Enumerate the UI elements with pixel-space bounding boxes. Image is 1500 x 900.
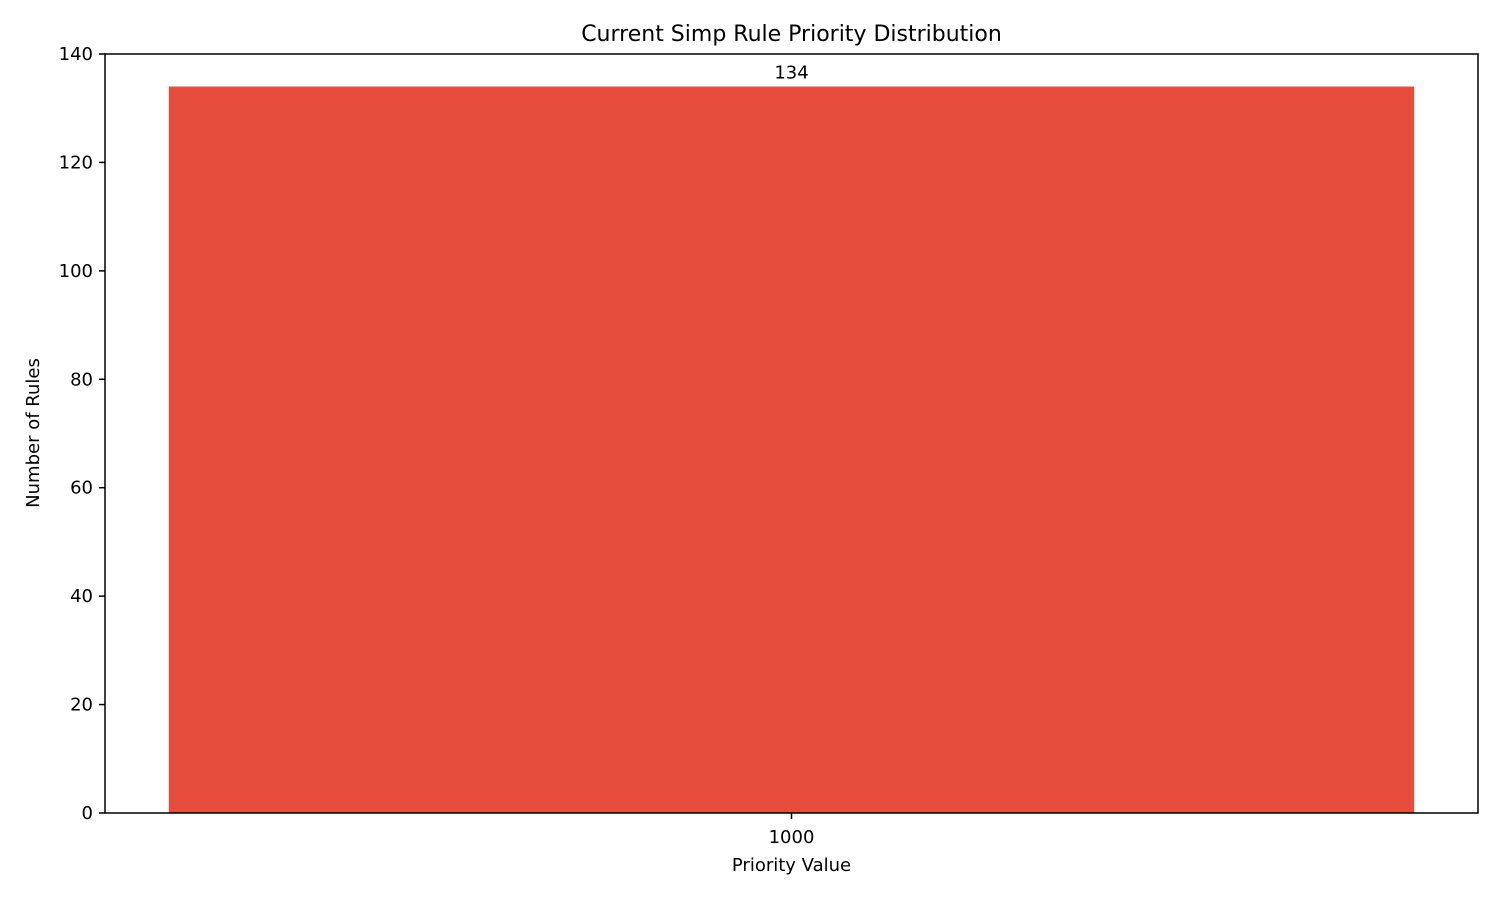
x-tick-label: 1000 xyxy=(769,827,815,848)
chart-title: Current Simp Rule Priority Distribution xyxy=(581,22,1002,47)
y-tick-label: 100 xyxy=(59,261,93,282)
bars xyxy=(168,86,1415,814)
y-axis-label: Number of Rules xyxy=(23,358,44,508)
y-tick-label: 20 xyxy=(70,695,93,716)
y-tick-label: 60 xyxy=(70,478,93,499)
x-axis-label: Priority Value xyxy=(732,855,851,876)
y-tick-label: 40 xyxy=(70,586,93,607)
data-labels: 134 xyxy=(774,63,808,84)
x-axis-ticks: 1000 xyxy=(769,813,815,848)
plot-area-frame xyxy=(104,53,1479,814)
y-axis-ticks: 0 20 40 60 80 100 120 140 xyxy=(59,44,105,824)
bar-value-label: 134 xyxy=(774,63,808,84)
y-tick-label: 120 xyxy=(59,152,93,173)
bar xyxy=(168,86,1415,814)
y-tick-label: 0 xyxy=(82,803,93,824)
y-tick-label: 140 xyxy=(59,44,93,65)
y-tick-label: 80 xyxy=(70,369,93,390)
